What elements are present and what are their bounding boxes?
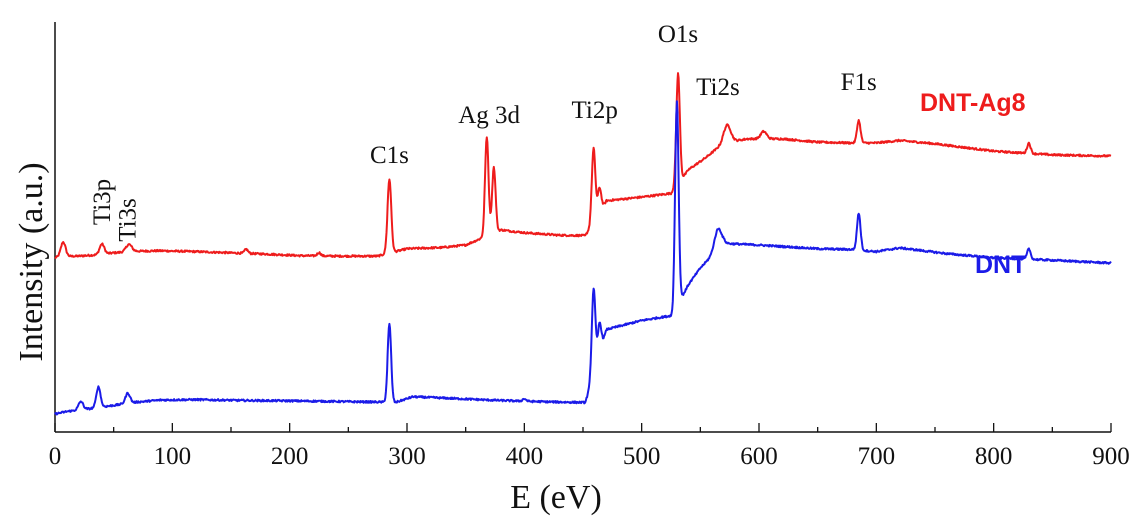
x-tick-label: 900 [1092,443,1130,470]
peak-label-f1s: F1s [841,69,877,96]
series-label-dnt: DNT [975,251,1026,279]
peak-label-o1s: O1s [658,21,698,48]
x-axis-ticks: 0 100 200 300 400 500 600 700 800 900 [49,423,1130,470]
peak-label-c1s: C1s [370,142,409,169]
y-axis-title: Intensity (a.u.) [13,162,50,361]
x-tick-label: 600 [740,443,778,470]
peak-label-ti2s: Ti2s [696,74,740,101]
x-tick-label: 0 [49,443,62,470]
x-tick-label: 700 [858,443,896,470]
peak-label-ag-3d: Ag 3d [458,102,520,129]
peak-label-ti3s: Ti3s [115,198,142,242]
x-tick-label: 100 [154,443,192,470]
series-line-dnt [54,100,1112,416]
x-tick-label: 200 [271,443,309,470]
axes [54,22,1111,433]
x-tick-label: 300 [388,443,426,470]
x-tick-label: 400 [506,443,544,470]
peak-label-ti2p: Ti2p [572,97,618,124]
peak-label-ti3p: Ti3p [89,179,116,225]
series-lines [54,72,1112,416]
x-tick-label: 800 [975,443,1013,470]
series-line-dnt-ag8 [54,72,1112,259]
x-axis-title: E (eV) [510,479,602,516]
x-tick-label: 500 [623,443,661,470]
series-label-dnt-ag8: DNT-Ag8 [920,89,1026,117]
